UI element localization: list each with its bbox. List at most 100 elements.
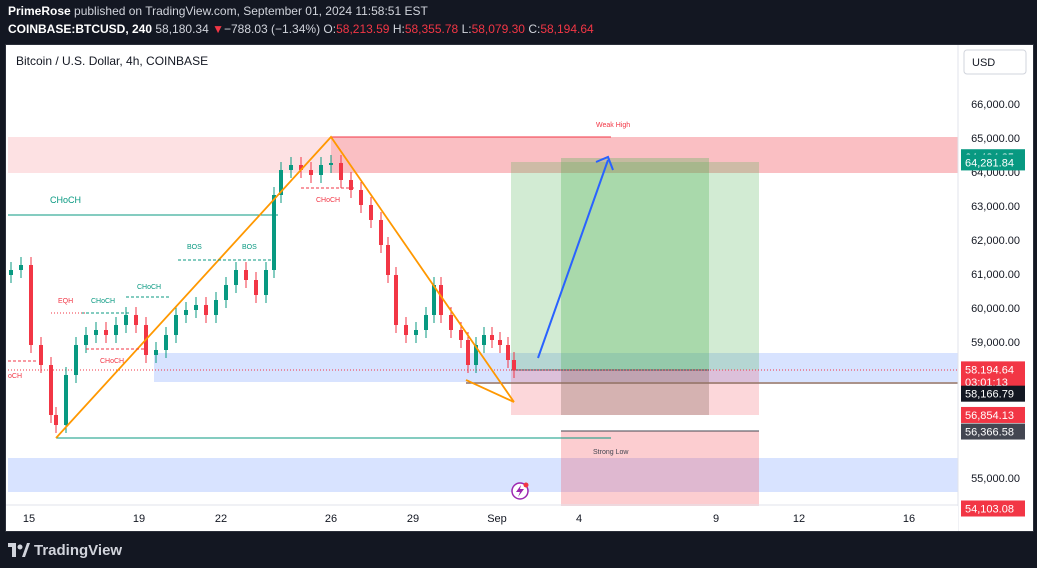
brand-name: TradingView bbox=[34, 541, 123, 559]
price-tags: 64,434.8564,281.8458,194.6403:01:1358,16… bbox=[961, 149, 1025, 517]
high-label: H: bbox=[392, 22, 405, 36]
price-tick-label: 60,000.00 bbox=[971, 303, 1020, 315]
target-zone-inner[interactable] bbox=[561, 158, 709, 370]
candle-body bbox=[289, 165, 293, 170]
price-axis[interactable]: 66,000.0065,000.0064,000.0063,000.0062,0… bbox=[971, 99, 1020, 485]
open-value: 58,213.59 bbox=[336, 22, 390, 36]
price-tick-label: 65,000.00 bbox=[971, 133, 1020, 145]
price-tick-label: 59,000.00 bbox=[971, 337, 1020, 349]
candle-body bbox=[424, 315, 428, 330]
candle-body bbox=[164, 335, 168, 350]
stop-zone-top[interactable] bbox=[511, 370, 759, 415]
time-axis[interactable]: 15 19 22 26 29 Sep 4 9 12 16 bbox=[23, 513, 915, 525]
candle-body bbox=[466, 340, 470, 365]
time-tick-label: 16 bbox=[903, 513, 915, 525]
demand-zone-lower bbox=[8, 458, 958, 492]
candle-body bbox=[19, 265, 23, 270]
candle-body bbox=[49, 365, 53, 415]
price-tag bbox=[961, 406, 1025, 423]
price-tag bbox=[961, 361, 1025, 378]
candle-body bbox=[309, 170, 313, 175]
low-label: L: bbox=[461, 22, 472, 36]
candle-body bbox=[299, 165, 303, 170]
close-label: C: bbox=[528, 22, 541, 36]
candle-body bbox=[339, 163, 343, 180]
target-zone-wide[interactable] bbox=[511, 162, 759, 370]
candle-body bbox=[84, 335, 88, 345]
candle-body bbox=[214, 300, 218, 315]
candle-body bbox=[204, 305, 208, 315]
candle-body bbox=[474, 345, 478, 365]
symbol-ohlc: COINBASE:BTCUSD, 240 58,180.34 ▼−788.03 … bbox=[8, 22, 594, 36]
candle-body bbox=[194, 305, 198, 310]
candle-body bbox=[104, 330, 108, 335]
currency-button-label[interactable]: USD bbox=[972, 57, 995, 69]
choch-edge-label: oCH bbox=[8, 373, 22, 380]
price-tick-label: 63,000.00 bbox=[971, 201, 1020, 213]
choch-label-top: CHoCH bbox=[50, 195, 81, 205]
low-value: 58,079.30 bbox=[471, 22, 525, 36]
time-tick-label: 15 bbox=[23, 513, 35, 525]
chart-area[interactable]: Weak High Strong Low CHoCH CHoCH CHoCH E… bbox=[5, 44, 1034, 532]
candle-body bbox=[394, 275, 398, 325]
candle-body bbox=[490, 335, 494, 340]
candle-body bbox=[254, 280, 258, 295]
chart-canvas[interactable]: Weak High Strong Low CHoCH CHoCH CHoCH E… bbox=[6, 45, 1033, 531]
currency-button[interactable] bbox=[963, 49, 1027, 75]
supply-zone-overlap bbox=[331, 137, 958, 173]
candle-body bbox=[329, 163, 333, 165]
choch-label-1: CHoCH bbox=[91, 298, 115, 305]
chart-title: Bitcoin / U.S. Dollar, 4h, COINBASE bbox=[16, 54, 208, 68]
tradingview-logo[interactable]: TradingView bbox=[8, 540, 122, 560]
weak-high-label: Weak High bbox=[596, 122, 630, 129]
candle-body bbox=[154, 350, 158, 355]
price-tag-label: 58,166.79 bbox=[965, 389, 1014, 401]
price-tick-label: 66,000.00 bbox=[971, 99, 1020, 111]
symbol-label: COINBASE:BTCUSD, 240 bbox=[8, 22, 153, 36]
candle-body bbox=[114, 325, 118, 335]
candle-body bbox=[459, 330, 463, 340]
candle-body bbox=[94, 330, 98, 335]
eqh-label: EQH bbox=[58, 298, 73, 305]
time-tick-label: 12 bbox=[793, 513, 805, 525]
candle-body bbox=[9, 270, 13, 275]
time-axis-bg bbox=[6, 506, 958, 531]
candle-body bbox=[379, 220, 383, 245]
high-value: 58,355.78 bbox=[404, 22, 459, 36]
candle-body bbox=[134, 315, 138, 325]
candle-body bbox=[54, 415, 58, 425]
price-tag bbox=[961, 500, 1025, 517]
tradingview-logo-icon bbox=[8, 543, 30, 557]
candle-body bbox=[244, 270, 248, 280]
candle-body bbox=[64, 375, 68, 425]
time-tick-label: 26 bbox=[325, 513, 337, 525]
candle-body bbox=[349, 180, 353, 190]
demand-zone-upper bbox=[154, 353, 958, 382]
publisher-name[interactable]: PrimeRose bbox=[8, 4, 71, 18]
projection-arrow bbox=[537, 159, 609, 359]
time-tick-label: 9 bbox=[713, 513, 719, 525]
lightning-icon bbox=[516, 485, 524, 497]
candle-body bbox=[432, 285, 436, 315]
event-dot-icon bbox=[523, 482, 529, 488]
candle-body bbox=[39, 345, 43, 365]
candle-body bbox=[74, 345, 78, 375]
published-text: published on TradingView.com, September … bbox=[70, 4, 428, 18]
price-tag-label: 56,854.13 bbox=[965, 410, 1014, 422]
choch-label-2: CHoCH bbox=[137, 284, 161, 291]
price-tag-label: 64,281.84 bbox=[965, 157, 1014, 169]
header-bar: PrimeRose published on TradingView.com, … bbox=[0, 0, 1037, 44]
candle-body bbox=[439, 285, 443, 315]
candle-body bbox=[174, 315, 178, 335]
time-tick-label: 29 bbox=[407, 513, 419, 525]
price-tag bbox=[961, 385, 1025, 402]
candle-body bbox=[369, 205, 373, 220]
bos-label-1: BOS bbox=[187, 244, 202, 251]
price-tick-label: 55,000.00 bbox=[971, 473, 1020, 485]
publish-info: PrimeRose published on TradingView.com, … bbox=[8, 4, 428, 18]
choch-red-mid-label: CHoCH bbox=[316, 197, 340, 204]
candle-body bbox=[272, 195, 276, 270]
candle-body bbox=[482, 335, 486, 345]
candle-body bbox=[386, 245, 390, 275]
candle-body bbox=[224, 285, 228, 300]
